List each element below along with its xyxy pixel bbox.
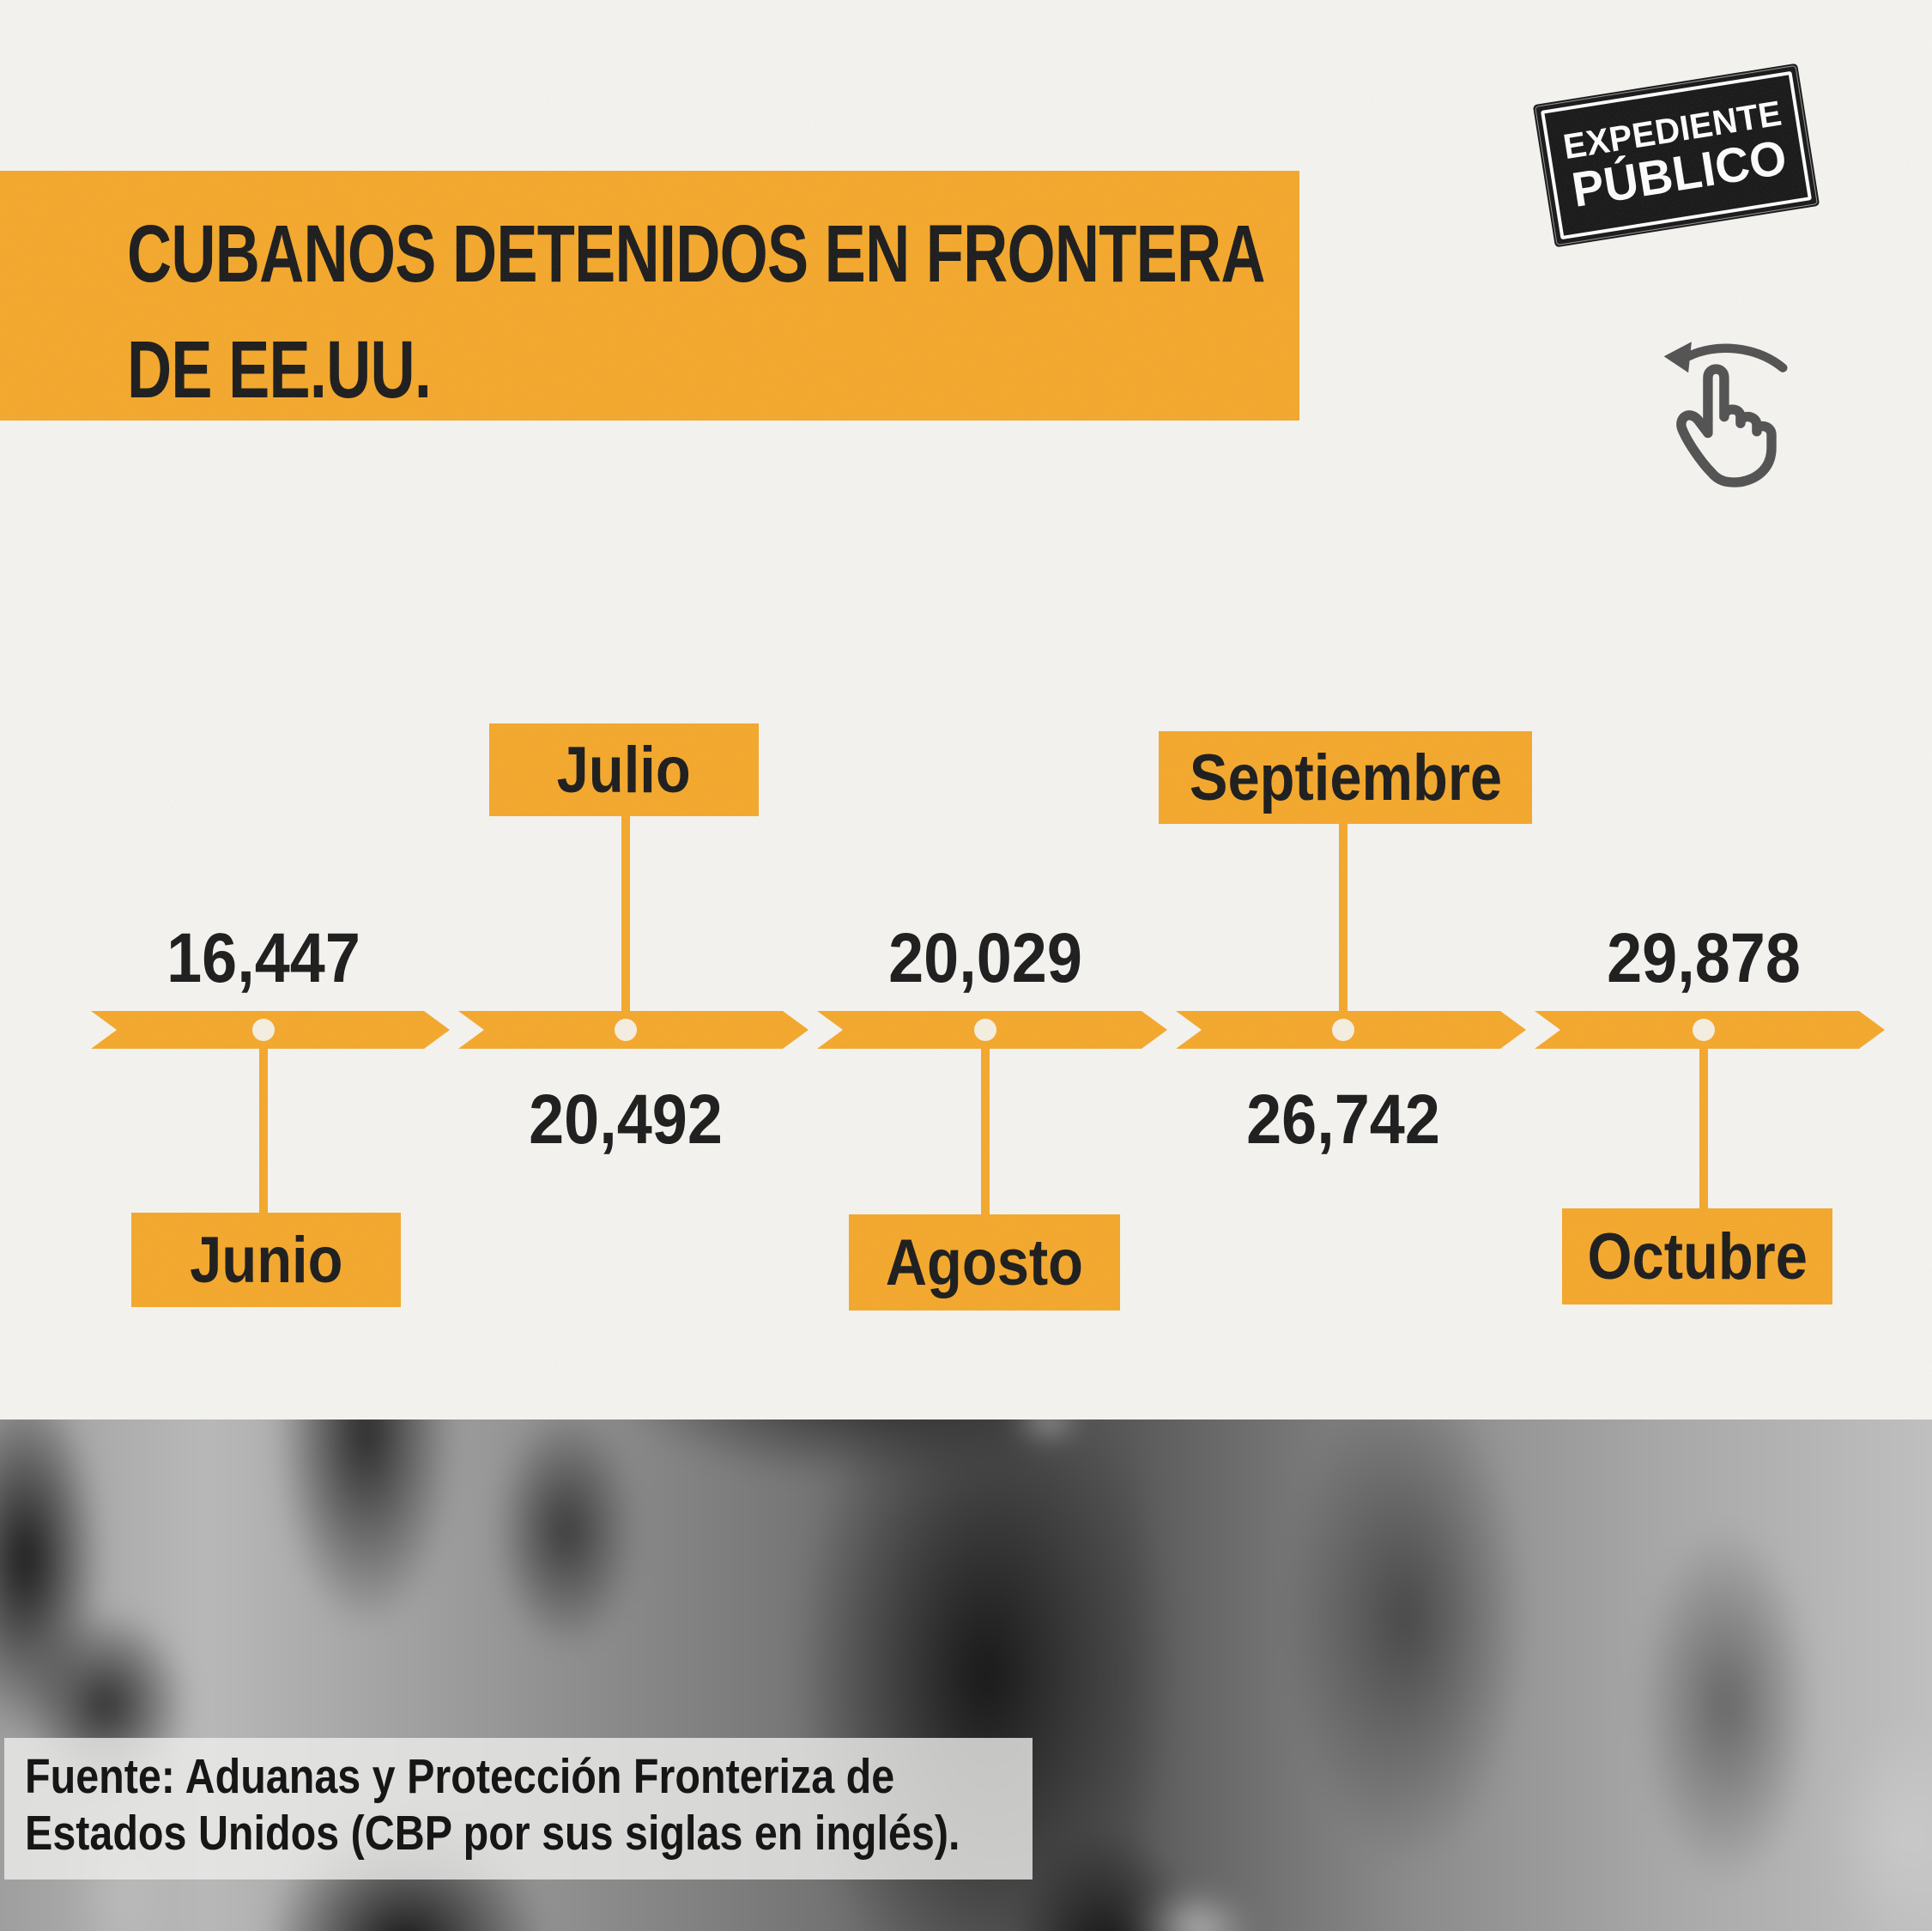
timeline-dot-octubre	[1693, 1019, 1715, 1041]
stem-junio	[259, 1030, 268, 1214]
expediente-publico-logo: EXPEDIENTE PÚBLICO	[1532, 63, 1820, 248]
source-caption: Fuente: Aduanas y Protección Fronteriza …	[4, 1738, 1033, 1880]
stem-septiembre	[1339, 822, 1348, 1032]
stem-agosto	[981, 1030, 990, 1216]
stem-octubre	[1699, 1030, 1708, 1210]
source-line-2: Estados Unidos (CBP por sus siglas en in…	[25, 1806, 960, 1861]
month-label-agosto: Agosto	[885, 1226, 1084, 1299]
value-label-julio: 20,492	[529, 1081, 723, 1159]
month-label-septiembre: Septiembre	[1189, 741, 1502, 814]
timeline-dot-junio	[252, 1019, 275, 1041]
swipe-left-hand-icon	[1663, 342, 1788, 487]
month-label-box-junio: Junio	[131, 1213, 401, 1307]
month-label-box-octubre: Octubre	[1562, 1208, 1832, 1304]
value-label-octubre: 29,878	[1607, 919, 1801, 997]
stem-julio	[621, 816, 630, 1032]
page-title-line-2: DE EE.UU.	[127, 324, 432, 415]
month-label-box-septiembre: Septiembre	[1159, 731, 1532, 824]
title-banner: CUBANOS DETENIDOS EN FRONTERA DE EE.UU.	[0, 171, 1299, 421]
value-label-septiembre: 26,742	[1246, 1081, 1440, 1159]
month-label-box-agosto: Agosto	[849, 1214, 1120, 1311]
month-label-octubre: Octubre	[1587, 1220, 1808, 1293]
value-label-agosto: 20,029	[888, 919, 1082, 997]
timeline-dot-agosto	[974, 1019, 996, 1041]
timeline-dot-septiembre	[1332, 1019, 1354, 1041]
value-label-junio: 16,447	[167, 919, 360, 997]
page-title-line-1: CUBANOS DETENIDOS EN FRONTERA	[127, 209, 1266, 300]
timeline-dot-julio	[615, 1019, 637, 1041]
month-label-julio: Julio	[556, 733, 692, 807]
month-label-junio: Junio	[189, 1223, 343, 1297]
month-label-box-julio: Julio	[489, 723, 759, 816]
source-line-1: Fuente: Aduanas y Protección Fronteriza …	[25, 1749, 895, 1804]
